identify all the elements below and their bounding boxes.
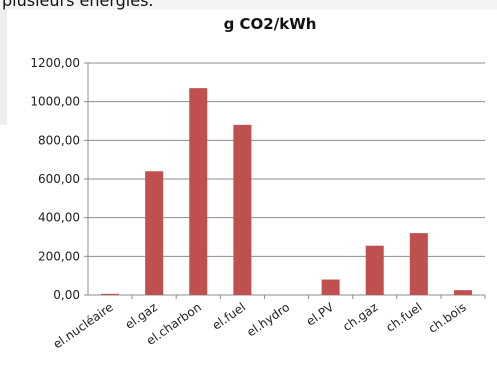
y-tick-label: 600,00 <box>38 172 80 186</box>
bar <box>101 293 120 295</box>
bar <box>233 124 252 295</box>
y-tick-label: 1000,00 <box>30 95 80 109</box>
x-tick-label: ch.fuel <box>383 300 424 335</box>
y-tick-label: 1200,00 <box>30 56 80 70</box>
x-tick-label: el.PV <box>304 300 337 329</box>
y-tick-label: 0,00 <box>53 288 80 302</box>
bar <box>145 171 164 295</box>
chart-title: g CO2/kWh <box>224 15 317 33</box>
bar <box>409 233 428 295</box>
bars <box>101 88 472 295</box>
bar <box>365 245 384 295</box>
x-tick-label: el.fuel <box>210 300 248 333</box>
bar <box>453 290 472 295</box>
y-tick-label: 400,00 <box>38 211 80 225</box>
x-tick-label: el.gaz <box>123 300 160 332</box>
y-tick-label: 200,00 <box>38 249 80 263</box>
x-tick-label: el.hydro <box>244 300 292 340</box>
page-text-fragment: plusieurs énergies. <box>2 0 154 10</box>
x-tick-label: el.nucléaire <box>51 300 116 352</box>
bar <box>189 88 208 295</box>
y-tick-label: 800,00 <box>38 133 80 147</box>
side-panel <box>0 10 7 125</box>
y-axis-ticks: 0,00 200,00 400,00 600,00 800,00 1000,00 1200,… <box>30 56 88 302</box>
page-text-strip: plusieurs énergies. <box>0 0 497 10</box>
x-tick-label: ch.gaz <box>340 300 380 334</box>
bar <box>321 279 340 295</box>
x-tick-label: ch.bois <box>426 300 469 336</box>
